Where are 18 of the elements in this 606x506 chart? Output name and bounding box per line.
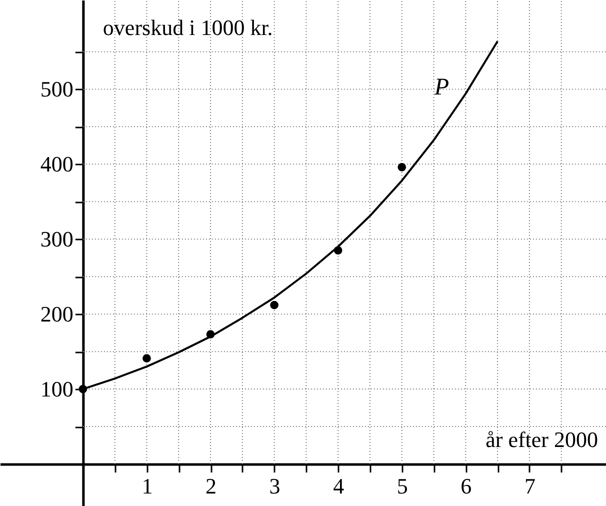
y-tick-label: 300	[40, 226, 74, 252]
y-tick-label: 200	[40, 302, 74, 327]
y-axis-title: overskud i 1000 kr.	[102, 15, 273, 40]
series-label: P	[433, 74, 450, 101]
x-tick-label: 3	[269, 474, 280, 499]
point	[270, 300, 278, 310]
x-tick-label: 5	[396, 474, 408, 499]
y-tick-label: 500	[40, 76, 74, 102]
x-tick-label: 7	[524, 474, 536, 499]
x-axis-title: år efter 2000	[486, 427, 598, 452]
y-tick-label: 100	[40, 376, 74, 402]
x-tick-label: 4	[333, 474, 344, 499]
point	[142, 354, 151, 362]
x-tick-label: 6	[460, 474, 472, 499]
x-tick-label: 2	[206, 474, 217, 499]
point	[398, 162, 406, 172]
y-tick-label: 400	[40, 152, 74, 177]
x-tick-label: 1	[142, 474, 153, 499]
